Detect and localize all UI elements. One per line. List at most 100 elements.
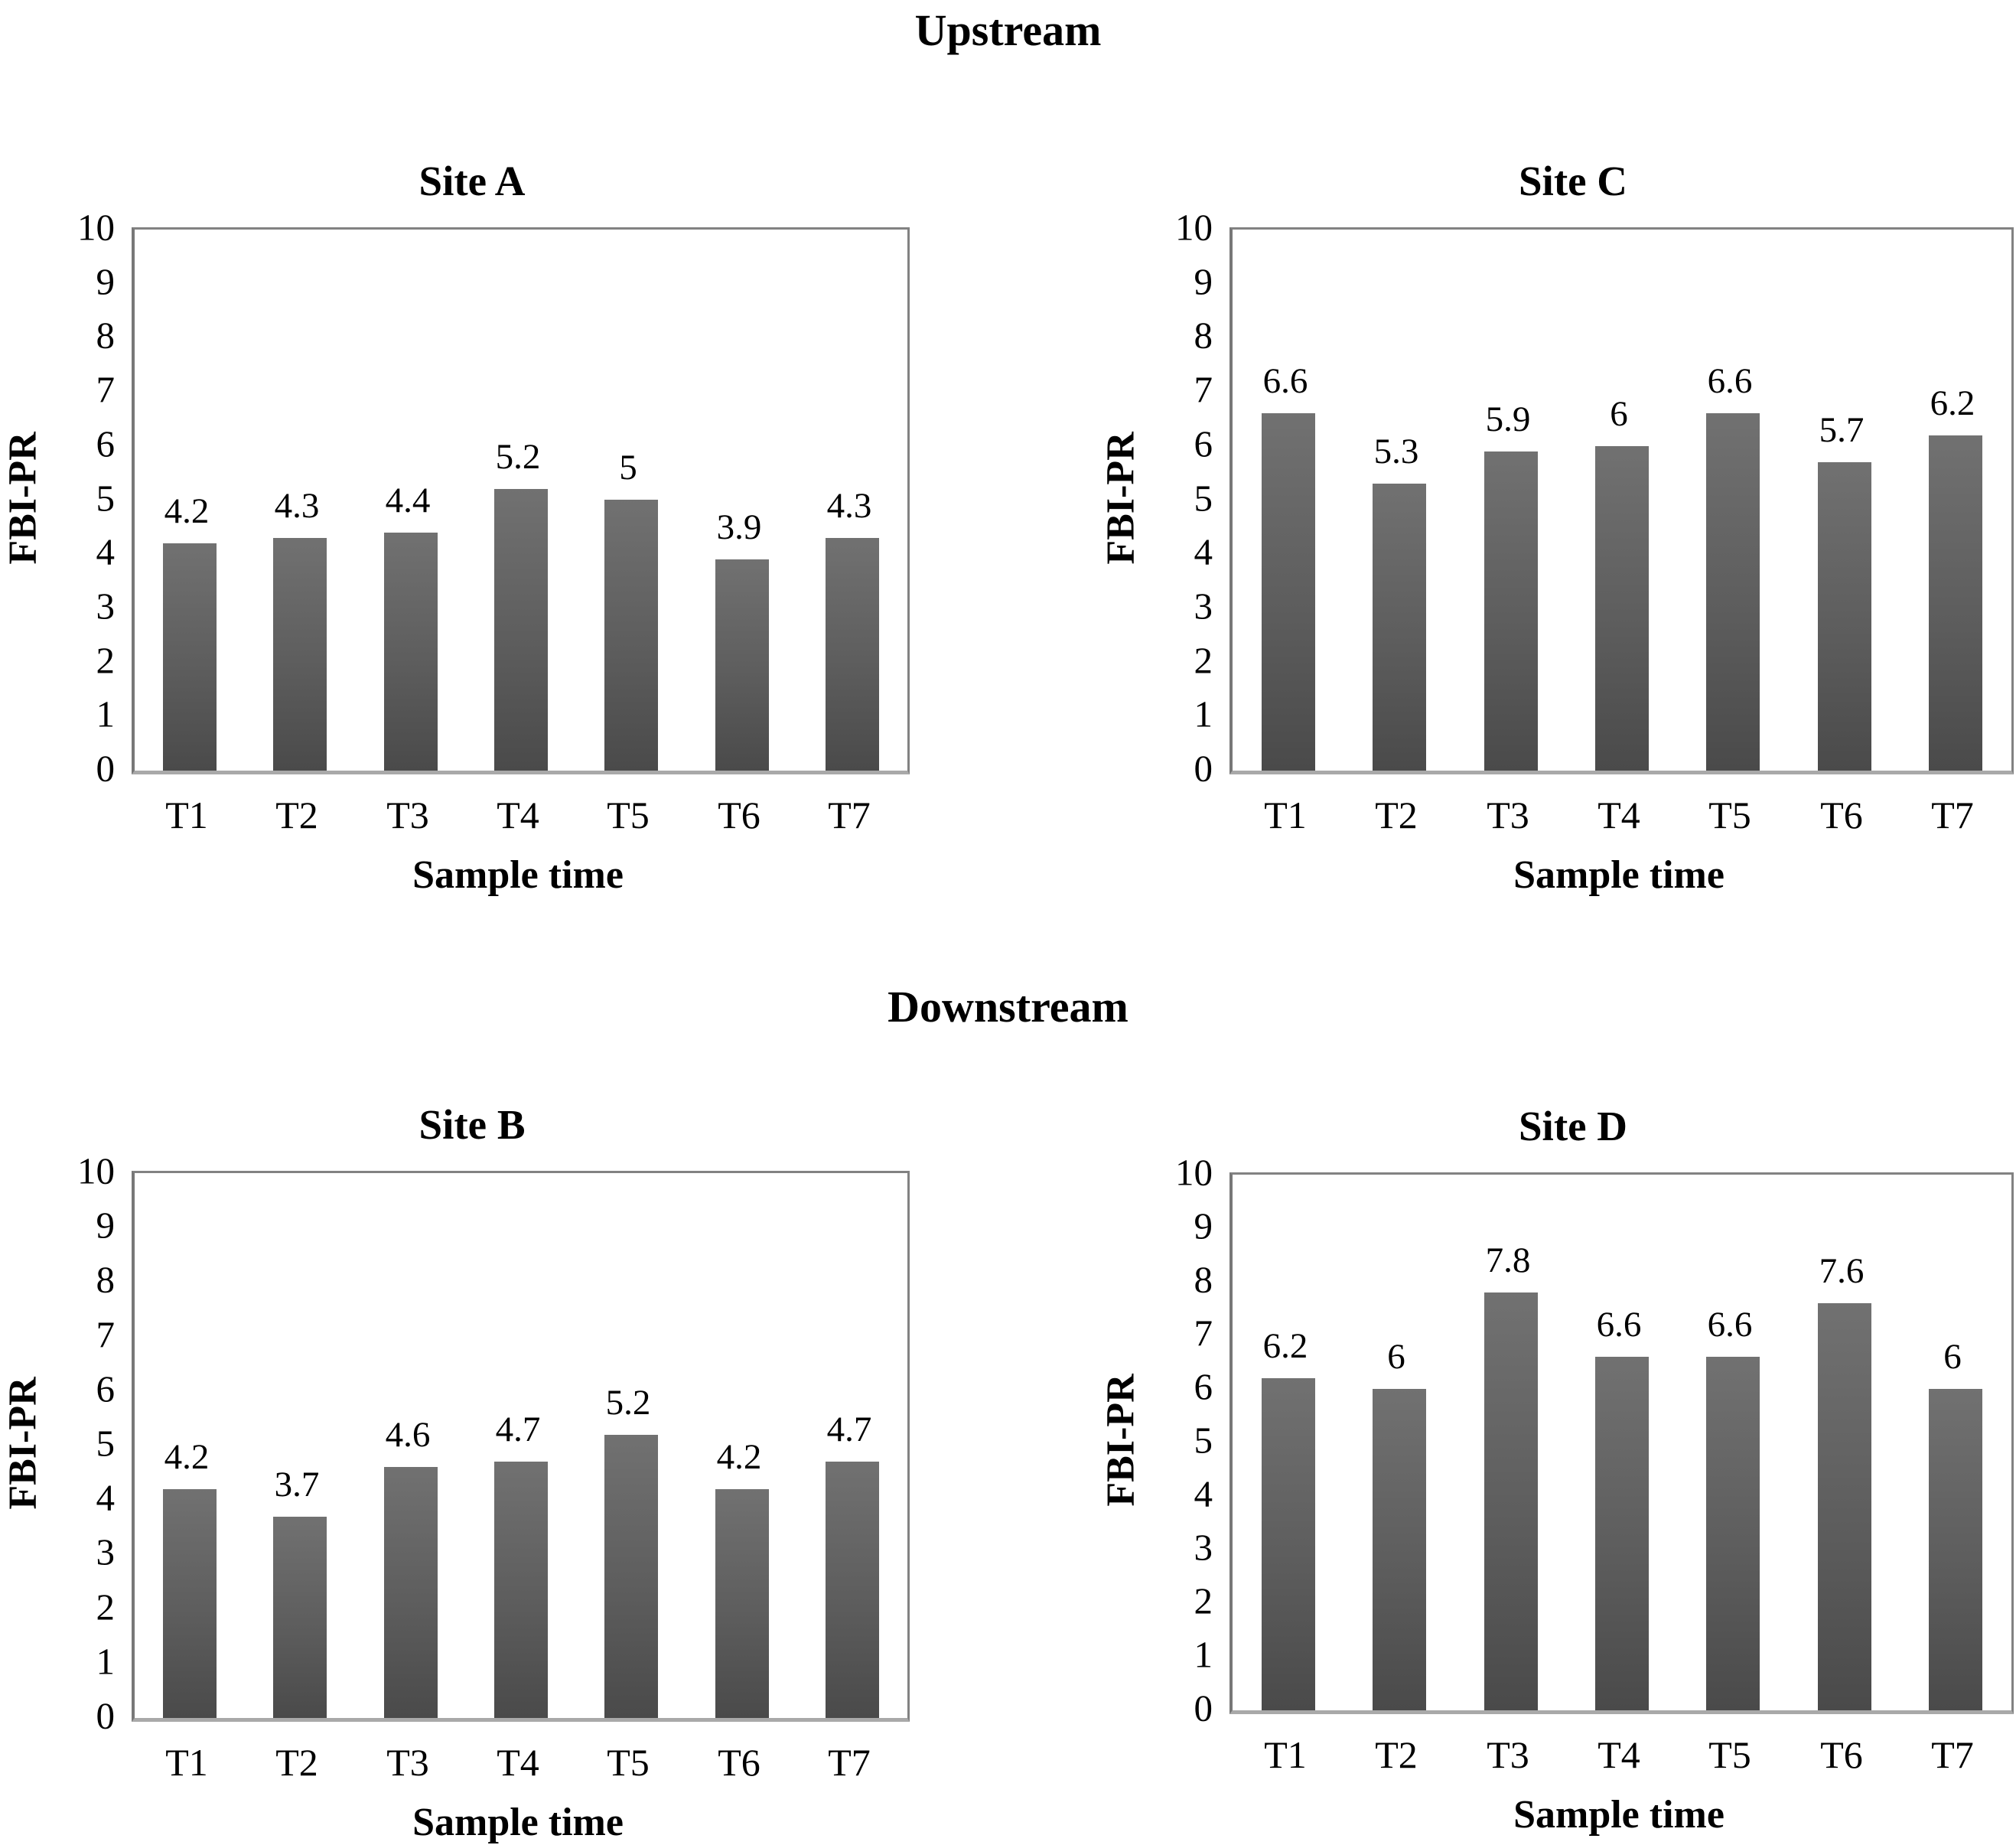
bar-site-c-t3 xyxy=(1484,451,1538,771)
data-label-site-a-t3: 4.4 xyxy=(385,481,431,520)
bar-site-b-t1 xyxy=(163,1489,217,1718)
bar-site-c-t5 xyxy=(1706,413,1760,771)
x-tick-label-site-b-t5: T5 xyxy=(607,1741,650,1784)
data-label-site-c-t4: 6 xyxy=(1610,394,1628,434)
data-label-site-b-t4: 4.7 xyxy=(495,1410,541,1449)
data-label-site-b-t6: 4.2 xyxy=(716,1437,762,1477)
x-tick-label-site-c-t5: T5 xyxy=(1708,794,1751,836)
bar-site-b-t4 xyxy=(494,1462,548,1718)
y-tick-label: 0 xyxy=(1194,1687,1213,1729)
bar-site-a-t7 xyxy=(826,538,879,771)
plot-area-site-c xyxy=(1229,227,2014,774)
y-tick-label: 3 xyxy=(1194,585,1213,627)
data-label-site-b-t3: 4.6 xyxy=(385,1415,431,1455)
x-tick-label-site-d-t5: T5 xyxy=(1708,1733,1751,1776)
data-label-site-d-t4: 6.6 xyxy=(1596,1305,1642,1345)
y-tick-label: 2 xyxy=(96,639,116,682)
y-tick-label: 4 xyxy=(1194,530,1213,573)
y-tick-label: 3 xyxy=(96,585,116,627)
bar-site-b-t2 xyxy=(273,1517,327,1718)
x-tick-label-site-c-t3: T3 xyxy=(1487,794,1529,836)
y-tick-label: 7 xyxy=(1194,1312,1213,1354)
x-tick-label-site-a-t2: T2 xyxy=(275,794,318,836)
x-tick-label-site-d-t4: T4 xyxy=(1597,1733,1640,1776)
y-tick-label: 1 xyxy=(96,1640,116,1683)
x-tick-label-site-b-t2: T2 xyxy=(275,1741,318,1784)
y-tick-label: 7 xyxy=(96,1313,116,1356)
x-tick-label-site-d-t2: T2 xyxy=(1375,1733,1418,1776)
data-label-site-a-t6: 3.9 xyxy=(716,507,762,547)
bar-site-a-t5 xyxy=(604,500,658,771)
bar-site-d-t4 xyxy=(1595,1357,1649,1710)
x-tick-label-site-c-t7: T7 xyxy=(1931,794,1974,836)
plot-area-site-d xyxy=(1229,1172,2014,1714)
y-axis-title-site-a: FBI-PR xyxy=(1,431,45,565)
y-axis-title-site-b: FBI-PR xyxy=(1,1377,45,1510)
data-label-site-a-t4: 5.2 xyxy=(495,437,541,477)
bar-site-d-t2 xyxy=(1373,1389,1426,1710)
x-tick-label-site-a-t7: T7 xyxy=(828,794,871,836)
x-axis-title-site-a: Sample time xyxy=(412,853,624,897)
y-tick-label: 9 xyxy=(1194,260,1213,303)
y-tick-label: 0 xyxy=(1194,747,1213,790)
y-tick-label: 8 xyxy=(96,1258,116,1301)
chart-title-site-d: Site D xyxy=(1518,1103,1628,1149)
x-tick-label-site-d-t3: T3 xyxy=(1487,1733,1529,1776)
y-tick-label: 7 xyxy=(96,368,116,411)
x-tick-label-site-a-t6: T6 xyxy=(718,794,760,836)
data-label-site-c-t5: 6.6 xyxy=(1707,361,1753,401)
x-tick-label-site-b-t3: T3 xyxy=(386,1741,429,1784)
y-tick-label: 5 xyxy=(96,1422,116,1465)
x-tick-label-site-d-t7: T7 xyxy=(1931,1733,1974,1776)
bar-site-b-t7 xyxy=(826,1462,879,1718)
y-tick-label: 4 xyxy=(1194,1472,1213,1515)
data-label-site-a-t1: 4.2 xyxy=(164,491,210,531)
x-tick-label-site-c-t2: T2 xyxy=(1375,794,1418,836)
x-axis-title-site-c: Sample time xyxy=(1513,853,1725,897)
y-tick-label: 6 xyxy=(1194,422,1213,465)
y-tick-label: 2 xyxy=(96,1586,116,1628)
data-label-site-c-t2: 5.3 xyxy=(1373,432,1419,471)
bar-site-a-t3 xyxy=(384,533,438,771)
y-axis-title-site-c: FBI-PR xyxy=(1099,431,1143,565)
x-tick-label-site-b-t6: T6 xyxy=(718,1741,760,1784)
bar-site-d-t6 xyxy=(1818,1303,1871,1710)
x-tick-label-site-a-t1: T1 xyxy=(165,794,208,836)
y-tick-label: 0 xyxy=(96,1694,116,1737)
y-tick-label: 1 xyxy=(1194,1633,1213,1676)
y-tick-label: 2 xyxy=(1194,1579,1213,1622)
x-tick-label-site-c-t4: T4 xyxy=(1597,794,1640,836)
data-label-site-d-t3: 7.8 xyxy=(1485,1240,1531,1280)
x-tick-label-site-c-t1: T1 xyxy=(1264,794,1307,836)
y-axis-title-site-d: FBI-PR xyxy=(1099,1374,1143,1507)
data-label-site-b-t2: 3.7 xyxy=(274,1465,320,1504)
bar-site-a-t2 xyxy=(273,538,327,771)
y-tick-label: 9 xyxy=(96,260,116,303)
data-label-site-c-t1: 6.6 xyxy=(1262,361,1308,401)
y-tick-label: 4 xyxy=(96,1476,116,1519)
section-title-upstream: Upstream xyxy=(914,5,1102,55)
x-tick-label-site-b-t7: T7 xyxy=(828,1741,871,1784)
bar-site-b-t6 xyxy=(715,1489,769,1718)
data-label-site-b-t5: 5.2 xyxy=(605,1383,651,1423)
y-tick-label: 1 xyxy=(96,693,116,735)
y-tick-label: 9 xyxy=(1194,1204,1213,1247)
y-tick-label: 8 xyxy=(1194,1258,1213,1301)
x-tick-label-site-d-t1: T1 xyxy=(1264,1733,1307,1776)
y-tick-label: 5 xyxy=(96,477,116,519)
bar-site-d-t3 xyxy=(1484,1292,1538,1710)
x-tick-label-site-c-t6: T6 xyxy=(1820,794,1863,836)
chart-title-site-a: Site A xyxy=(419,158,526,204)
data-label-site-c-t7: 6.2 xyxy=(1930,383,1975,423)
data-label-site-b-t1: 4.2 xyxy=(164,1437,210,1477)
bar-site-d-t1 xyxy=(1262,1378,1315,1710)
bar-site-d-t5 xyxy=(1706,1357,1760,1710)
chart-title-site-c: Site C xyxy=(1518,158,1628,204)
x-tick-label-site-d-t6: T6 xyxy=(1820,1733,1863,1776)
data-label-site-d-t6: 7.6 xyxy=(1819,1251,1865,1291)
data-label-site-c-t6: 5.7 xyxy=(1819,410,1865,450)
y-tick-label: 7 xyxy=(1194,368,1213,411)
data-label-site-d-t7: 6 xyxy=(1943,1337,1962,1377)
y-tick-label: 10 xyxy=(77,1149,115,1192)
plot-area-site-b xyxy=(132,1171,910,1722)
